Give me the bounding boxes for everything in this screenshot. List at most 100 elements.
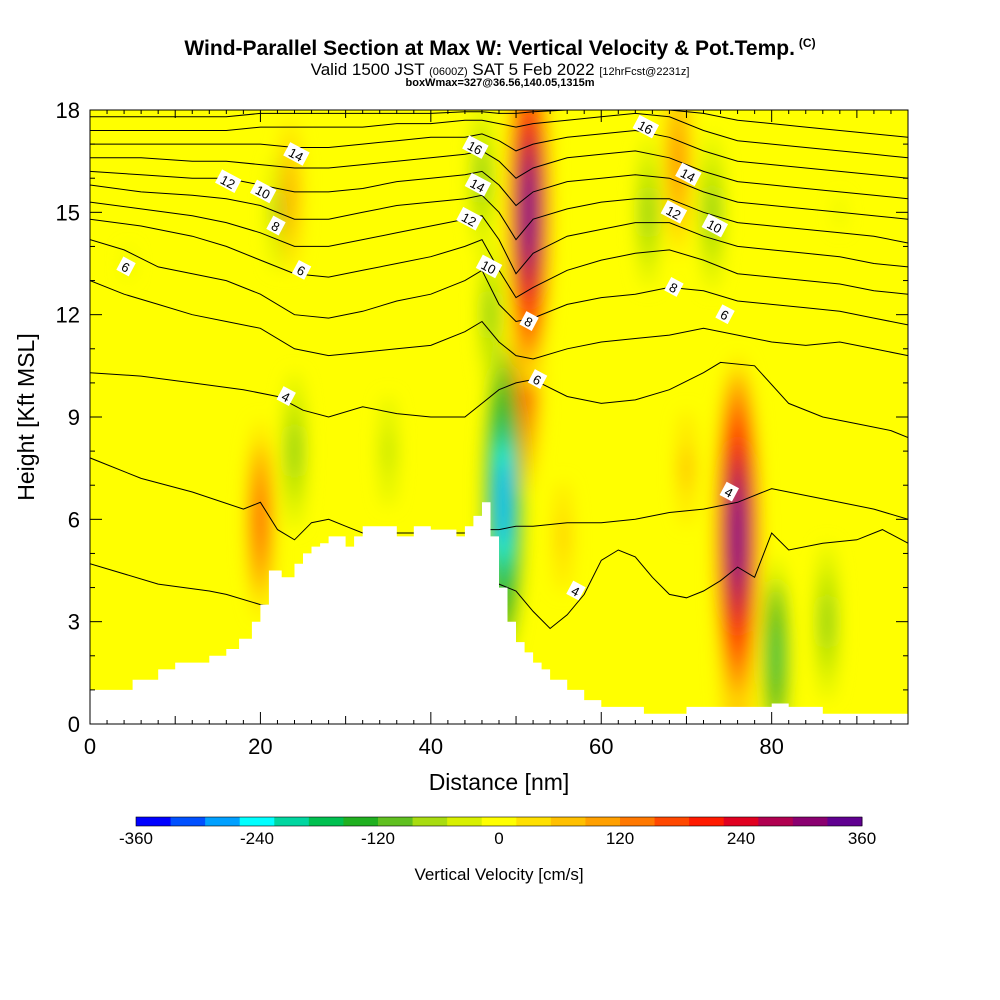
downdraft-core-6-level-3 [487, 291, 494, 338]
theta-contours [90, 110, 908, 630]
y-axis-label: Height [Kft MSL] [13, 333, 39, 500]
terrain [90, 502, 908, 724]
chart-title-text: Wind-Parallel Section at Max W: Vertical… [184, 37, 795, 60]
updraft-core-7-level-3 [286, 171, 294, 220]
colorbar-tick--120: -120 [361, 829, 395, 848]
y-tick-label-6: 6 [68, 507, 80, 532]
colorbar-frame [135, 816, 863, 827]
colorbar-swatch-17 [723, 817, 759, 826]
contour-label-14: 12 [456, 206, 483, 231]
contour-label-text-17: 14 [468, 175, 488, 195]
downdraft-core-12-level-3 [823, 596, 831, 647]
contour-label-10: 10 [249, 179, 277, 204]
contour-label-bg-16 [283, 142, 310, 166]
colorbar-swatch-18 [758, 817, 794, 826]
contour-label-bg-13 [215, 169, 242, 193]
contour-label-bg-3 [116, 256, 136, 277]
colorbar-swatch-12 [550, 817, 586, 826]
contour-label-bg-7 [266, 215, 286, 236]
colorbar-swatch-20 [827, 817, 863, 826]
axes: 0 20 40 60 80 0 3 6 9 12 15 18 Distance [nm] Height [… [13, 98, 909, 795]
colorbar-swatch-10 [481, 817, 517, 826]
colorbar-tick-120: 120 [606, 829, 634, 848]
colorbar-tick-0: 0 [494, 829, 503, 848]
x-tick-label-60: 60 [589, 734, 613, 759]
colorbar-swatch-2 [205, 817, 241, 826]
theta-contour-3 [90, 280, 908, 360]
colorbar-swatch-3 [239, 817, 275, 826]
contour-label-text-20: 16 [635, 117, 655, 137]
colorbar-swatch-0 [136, 817, 172, 826]
colorbar-tick-240: 240 [727, 829, 755, 848]
updraft-core-4-level-2 [683, 445, 690, 491]
contour-label-text-18: 14 [678, 165, 698, 185]
contour-label-bg-4 [291, 259, 312, 280]
contour-label-bg-1 [566, 580, 586, 601]
contour-label-text-15: 12 [664, 203, 684, 223]
contour-label-bg-10 [249, 179, 277, 204]
x-tick-label-40: 40 [419, 734, 443, 759]
theta-contour-9 [90, 150, 908, 200]
theta-contour-10 [90, 129, 908, 179]
updraft-core-2-level-2 [559, 515, 567, 558]
contour-label-0: 4 [276, 386, 296, 407]
contour-label-16: 14 [283, 142, 310, 166]
box-wmax-info: boxWmax=327@36.56,140.05,1315m [405, 77, 595, 89]
contour-label-8: 8 [519, 311, 539, 331]
contour-label-bg-8 [519, 311, 539, 331]
colorbar-swatch-16 [689, 817, 725, 826]
colorbar-swatch-13 [585, 817, 621, 826]
colorbar-tick--240: -240 [240, 829, 274, 848]
chart-subtitle: Valid 1500 JST (0600Z) SAT 5 Feb 2022 [1… [0, 60, 1000, 80]
contour-label-12: 10 [701, 213, 729, 238]
x-tick-label-20: 20 [248, 734, 272, 759]
contour-label-bg-5 [715, 304, 735, 325]
contour-label-bg-15 [660, 200, 688, 224]
contour-label-bg-18 [675, 162, 702, 187]
contour-label-bg-17 [464, 172, 492, 197]
y-tick-label-9: 9 [68, 405, 80, 430]
x-axis-label: Distance [nm] [429, 769, 570, 795]
contour-label-2: 4 [719, 481, 739, 502]
colorbar-swatch-1 [170, 817, 206, 826]
colorbar-swatch-11 [516, 817, 552, 826]
contour-label-bg-6 [527, 369, 548, 389]
colorbar-swatch-7 [378, 817, 414, 826]
contour-label-text-13: 12 [218, 172, 238, 192]
contour-label-13: 12 [215, 169, 242, 193]
contour-label-19: 16 [462, 135, 489, 159]
contour-label-text-10: 10 [253, 182, 273, 202]
forecast-info: [12hrFcst@2231z] [599, 66, 690, 78]
valid-time: Valid 1500 JST [310, 60, 425, 79]
y-tick-label-12: 12 [56, 303, 80, 328]
downdraft-core-18-level-7 [498, 461, 509, 544]
colorbar: -360 -240 -120 0 120 240 360 Vertical Velocity … [119, 816, 876, 884]
contour-label-text-14: 12 [459, 210, 479, 230]
contour-label-6: 6 [527, 369, 548, 389]
theta-contour-5 [90, 218, 908, 299]
contour-label-20: 16 [632, 114, 660, 139]
colorbar-swatch-14 [620, 817, 656, 826]
valid-date: SAT 5 Feb 2022 [472, 60, 595, 79]
colorbar-swatch-15 [654, 817, 690, 826]
y-tick-label-0: 0 [68, 712, 80, 737]
colorbar-swatch-6 [343, 817, 379, 826]
contour-label-3: 6 [116, 256, 136, 277]
y-tick-label-18: 18 [56, 98, 80, 123]
contour-label-text-11: 10 [479, 257, 499, 277]
colorbar-swatch-9 [447, 817, 483, 826]
contour-label-bg-0 [276, 386, 296, 407]
contour-label-1: 4 [566, 580, 586, 601]
colorbar-tick--360: -360 [119, 829, 153, 848]
contour-label-text-19: 16 [465, 138, 485, 158]
y-tick-label-15: 15 [56, 200, 80, 225]
updraft-core-19-level-9 [523, 166, 535, 259]
x-tick-label-80: 80 [759, 734, 783, 759]
theta-contour-12 [90, 110, 908, 138]
theta-contour-4 [90, 239, 908, 326]
contour-label-bg-11 [475, 254, 503, 279]
updraft-core-14-level-4 [256, 490, 265, 549]
contour-label-15: 12 [660, 200, 688, 224]
contour-label-bg-12 [701, 213, 729, 238]
